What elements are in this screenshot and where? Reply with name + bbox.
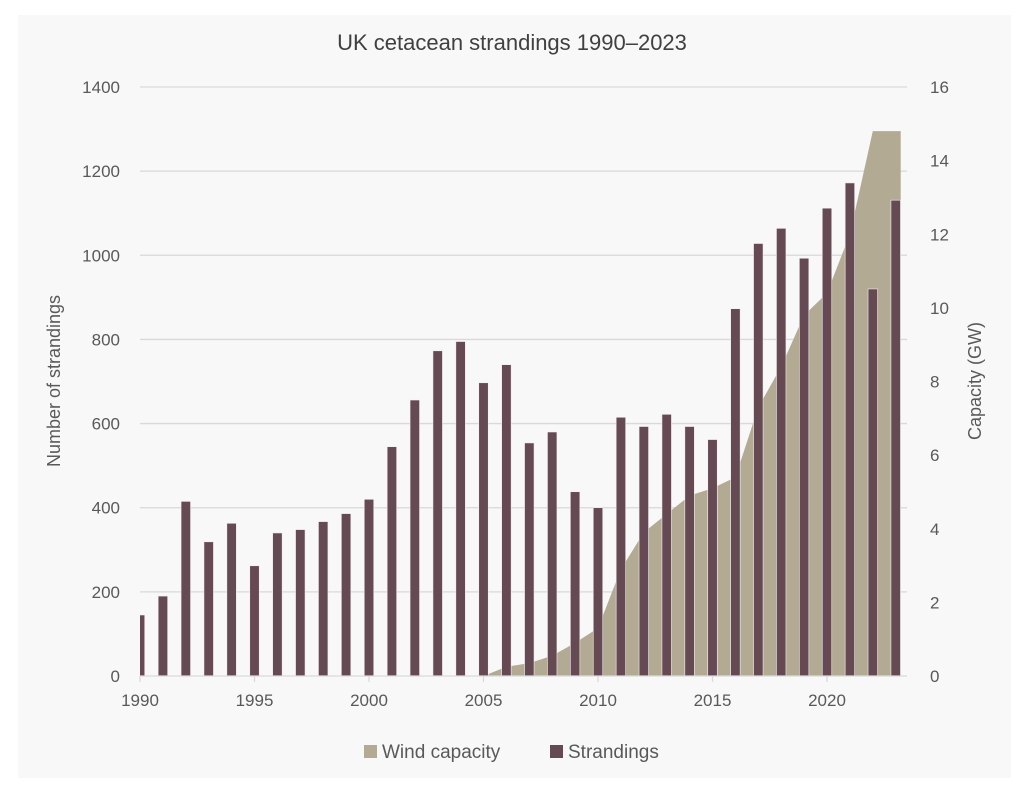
- legend-swatch-wind-capacity: [364, 745, 377, 758]
- x-tick-label-1995: 1995: [236, 691, 274, 710]
- axes: 1990 1995 2000 2005 2010 2015 2020020040060080…: [82, 78, 949, 710]
- x-tick-label-2005: 2005: [465, 691, 503, 710]
- strandings-bar-2009: [570, 491, 581, 676]
- y2-tick-label-6: 6: [930, 446, 939, 465]
- strandings-bar-2007: [524, 442, 535, 676]
- strandings-bar-2022: [867, 288, 878, 676]
- y2-axis-title: Capacity (GW): [965, 322, 985, 440]
- strandings-bar-2010: [592, 507, 604, 676]
- y2-tick-label-12: 12: [930, 225, 949, 244]
- y-axis-title: Number of strandings: [44, 295, 64, 467]
- strandings-bar-1998: [318, 521, 329, 676]
- y-tick-label-1200: 1200: [82, 162, 120, 181]
- y2-tick-label-4: 4: [930, 520, 939, 539]
- y2-tick-label-8: 8: [930, 373, 939, 392]
- strandings-bar-2004: [455, 341, 466, 676]
- strandings-bar-2020: [821, 207, 833, 676]
- y-tick-label-1000: 1000: [82, 246, 120, 265]
- x-tick-label-2020: 2020: [808, 691, 846, 710]
- strandings-bar-2014: [684, 426, 695, 676]
- strandings-bar-2019: [799, 257, 810, 676]
- strandings-bar-1990: [140, 614, 146, 676]
- chart-title: UK cetacean strandings 1990–2023: [337, 30, 687, 55]
- strandings-bar-2005: [478, 382, 489, 676]
- y-tick-label-800: 800: [92, 330, 120, 349]
- strandings-bar-layer: [140, 182, 901, 676]
- strandings-bar-2011: [615, 416, 626, 676]
- strandings-bar-1996: [272, 532, 283, 676]
- strandings-bar-1993: [203, 541, 214, 676]
- y2-tick-label-10: 10: [930, 299, 949, 318]
- strandings-bar-1991: [157, 595, 168, 676]
- y-tick-label-1400: 1400: [82, 78, 120, 97]
- gridlines: [140, 86, 907, 593]
- strandings-bar-1994: [226, 522, 237, 676]
- strandings-bar-2021: [844, 182, 855, 676]
- y2-tick-label-14: 14: [930, 152, 949, 171]
- strandings-bar-2006: [501, 364, 512, 676]
- legend-swatch-strandings: [550, 745, 563, 758]
- strandings-bar-2017: [753, 243, 764, 676]
- strandings-bar-2003: [432, 350, 443, 676]
- strandings-bar-2000: [363, 498, 375, 676]
- x-tick-label-2015: 2015: [694, 691, 732, 710]
- strandings-bar-2002: [409, 399, 420, 676]
- strandings-bar-2016: [730, 308, 741, 676]
- strandings-bar-1999: [341, 513, 352, 676]
- y-tick-label-0: 0: [111, 667, 120, 686]
- strandings-bar-2001: [386, 446, 397, 676]
- x-tick-label-1990: 1990: [121, 691, 159, 710]
- strandings-bar-1995: [249, 565, 260, 676]
- legend-label-strandings: Strandings: [568, 742, 659, 763]
- y-tick-label-600: 600: [92, 415, 120, 434]
- strandings-bar-1992: [180, 501, 191, 676]
- y2-tick-label-16: 16: [930, 78, 949, 97]
- strandings-bar-1997: [295, 529, 306, 676]
- strandings-bar-2015: [707, 439, 718, 676]
- y-tick-label-400: 400: [92, 499, 120, 518]
- y-tick-label-200: 200: [92, 583, 120, 602]
- strandings-bar-2008: [547, 431, 558, 676]
- strandings-bar-2023: [890, 199, 901, 676]
- strandings-bar-2013: [661, 414, 672, 676]
- y2-tick-label-2: 2: [930, 593, 939, 612]
- strandings-bar-2018: [776, 228, 787, 676]
- x-tick-label-2000: 2000: [350, 691, 388, 710]
- x-tick-label-2010: 2010: [579, 691, 617, 710]
- legend: Wind capacity Strandings: [364, 742, 659, 763]
- y2-tick-label-0: 0: [930, 667, 939, 686]
- legend-label-wind-capacity: Wind capacity: [382, 742, 501, 763]
- strandings-bar-2012: [638, 426, 649, 676]
